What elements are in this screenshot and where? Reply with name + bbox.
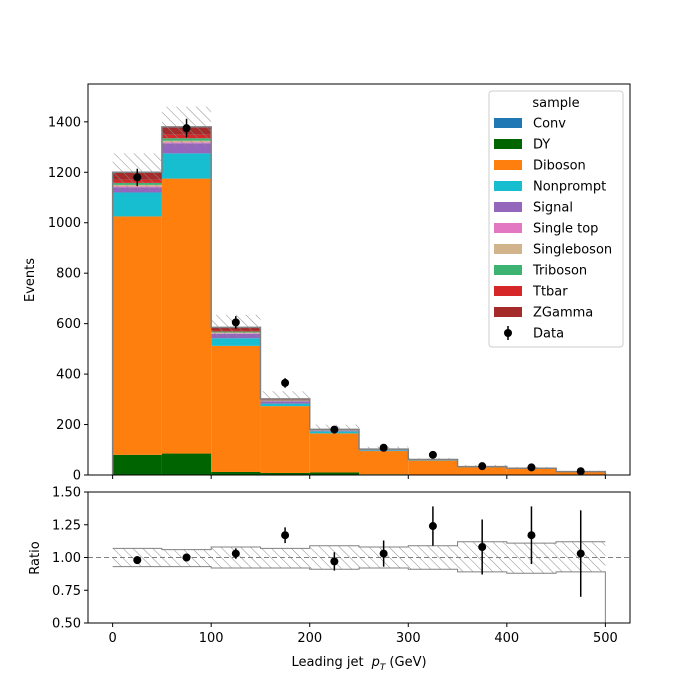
data-point (182, 124, 191, 133)
y-axis-label: Events (23, 258, 38, 302)
uncertainty-band (408, 458, 458, 461)
stack-bar (161, 453, 212, 475)
ratio-point (478, 543, 487, 552)
y-tick-label: 400 (56, 368, 81, 383)
main-plot: 0 200 400 600 800 1000 1200 1400 (48, 83, 631, 484)
ratio-point (576, 549, 585, 558)
y-tick-label: 200 (56, 418, 81, 433)
x-tick-label: 400 (494, 631, 519, 646)
data-point (379, 443, 388, 452)
legend-swatch (494, 118, 522, 128)
legend-label: Signal (533, 201, 573, 216)
x-tick-label: 500 (593, 631, 618, 646)
main-plot-frame (87, 83, 631, 476)
data-point (576, 467, 585, 476)
stack-bar (211, 338, 261, 346)
legend-label: Conv (533, 117, 566, 132)
x-axis-label-unit: (GeV) (389, 655, 426, 670)
ratio-point (281, 531, 290, 540)
ratio-y-tick-label: 0.75 (52, 584, 81, 599)
legend-label: Diboson (533, 159, 586, 174)
x-axis-label-subscript: T (380, 663, 387, 673)
legend-swatch (494, 139, 522, 149)
data-point (428, 450, 437, 459)
legend-swatch-point (504, 329, 512, 337)
ratio-band-top-outline (112, 541, 606, 551)
ratio-point (330, 557, 339, 566)
legend-label: Data (533, 327, 564, 342)
stack-bar (112, 192, 162, 217)
ratio-plot: 0.50 0.75 1.00 1.25 1.50 0 100 200 300 400 500 (52, 486, 631, 646)
legend-swatch (494, 307, 522, 317)
stack-bar (408, 460, 458, 475)
ratio-y-tick-label: 0.50 (52, 617, 81, 632)
stack-bar (309, 472, 359, 475)
ratio-point (428, 522, 437, 531)
legend-label: DY (533, 138, 550, 153)
stack-bar (506, 468, 557, 475)
legend-box (488, 90, 624, 348)
ratio-point (527, 531, 536, 540)
legend-swatch (494, 181, 522, 191)
data-point (330, 425, 339, 434)
legend-label: Single top (533, 222, 598, 237)
x-axis-label: Leading jet pT (GeV) (291, 655, 426, 673)
stack-bar (112, 216, 162, 455)
ratio-point (182, 553, 191, 562)
ratio-point (231, 549, 240, 558)
ratio-y-axis-label: Ratio (28, 541, 43, 574)
ratio-point (379, 549, 388, 558)
stack-bar (161, 153, 212, 179)
x-tick-label: 200 (297, 631, 322, 646)
legend-label: ZGamma (533, 306, 593, 321)
legend-title: sample (532, 96, 579, 111)
stack-bar (260, 472, 310, 475)
y-tick-label: 0 (73, 469, 81, 484)
data-point (231, 318, 240, 327)
x-axis-label-symbol: p (371, 655, 380, 670)
stack-bar (161, 143, 212, 154)
stack-bar (211, 345, 261, 472)
uncertainty-band (260, 391, 310, 404)
legend-swatch (494, 202, 522, 212)
y-tick-label: 1000 (48, 216, 81, 231)
stack-bar (309, 433, 359, 473)
x-tick-label: 100 (199, 631, 224, 646)
ratio-y-tick-label: 1.50 (52, 486, 81, 501)
y-tick-label: 1200 (48, 166, 81, 181)
data-point (527, 463, 536, 472)
stack-bar (359, 451, 409, 475)
stack-bar (457, 467, 507, 475)
x-tick-label: 300 (396, 631, 421, 646)
ratio-uncertainty-band (260, 548, 310, 568)
x-axis-label-text: Leading jet (291, 655, 363, 670)
stack-bar (260, 403, 310, 407)
data-point (133, 173, 142, 182)
stack-bar (211, 471, 261, 475)
y-tick-label: 800 (56, 267, 81, 282)
y-tick-label: 1400 (48, 115, 81, 130)
ratio-band-bottom-outline (112, 566, 606, 623)
stack-bar (260, 406, 310, 473)
legend-swatch (494, 286, 522, 296)
legend-swatch (494, 244, 522, 254)
legend-swatch (494, 223, 522, 233)
x-tick-label: 0 (108, 631, 116, 646)
legend-label: Triboson (532, 264, 587, 279)
legend-label: Singleboson (533, 243, 612, 258)
legend-label: Nonprompt (533, 180, 606, 195)
y-tick-label: 600 (56, 317, 81, 332)
data-point (281, 378, 290, 387)
ratio-y-tick-label: 1.00 (52, 551, 81, 566)
legend: sample Conv DY Diboson Nonprompt Signal Single… (488, 90, 624, 348)
stack-bar (161, 178, 212, 454)
legend-swatch (494, 265, 522, 275)
legend-swatch (494, 160, 522, 170)
legend-label: Ttbar (532, 285, 568, 300)
ratio-y-tick-label: 1.25 (52, 518, 81, 533)
stack-bar (112, 454, 162, 475)
data-point (478, 462, 487, 471)
ratio-point (133, 556, 142, 565)
